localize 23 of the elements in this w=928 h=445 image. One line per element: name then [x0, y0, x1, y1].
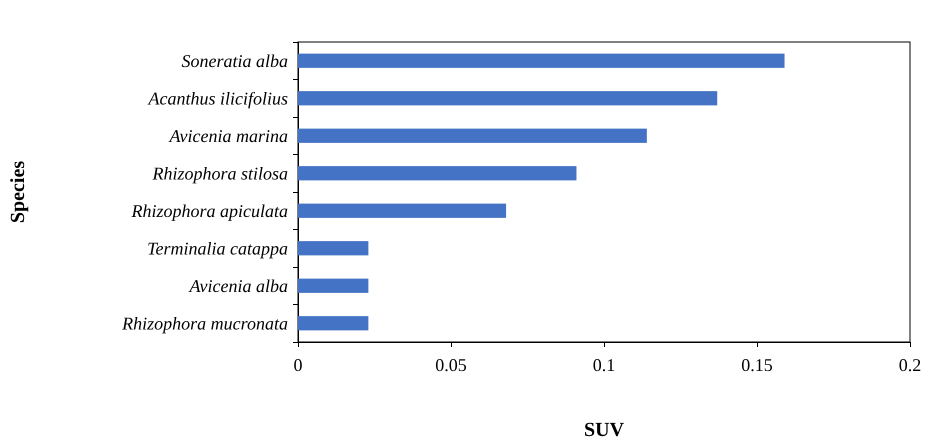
x-tick-label: 0.15 [741, 355, 773, 375]
bar [298, 166, 576, 180]
y-tick-label: Avicenia marina [168, 126, 288, 146]
bar [298, 278, 368, 293]
y-tick-label: Soneratia alba [182, 50, 288, 71]
bar [298, 128, 647, 143]
bar [298, 54, 785, 68]
bar [298, 91, 718, 106]
y-tick-label: Rhizophora mucronata [121, 313, 288, 334]
x-tick-label: 0 [294, 355, 302, 375]
x-tick-label: 0.2 [898, 355, 922, 375]
x-tick-label: 0.1 [592, 355, 616, 375]
x-axis-title: SUV [584, 419, 625, 441]
y-axis-title: Species [7, 160, 29, 224]
y-tick-label: Acanthus ilicifolius [148, 88, 288, 108]
bar [298, 204, 506, 218]
x-tick-label: 0.05 [435, 355, 467, 375]
y-tick-label: Rhizophora stilosa [151, 163, 288, 184]
bar [298, 241, 368, 256]
y-tick-label: Terminalia catappa [147, 238, 288, 258]
y-tick-label: Avicenia alba [188, 276, 288, 296]
bar [298, 316, 368, 330]
y-tick-label: Rhizophora apiculata [130, 200, 288, 221]
